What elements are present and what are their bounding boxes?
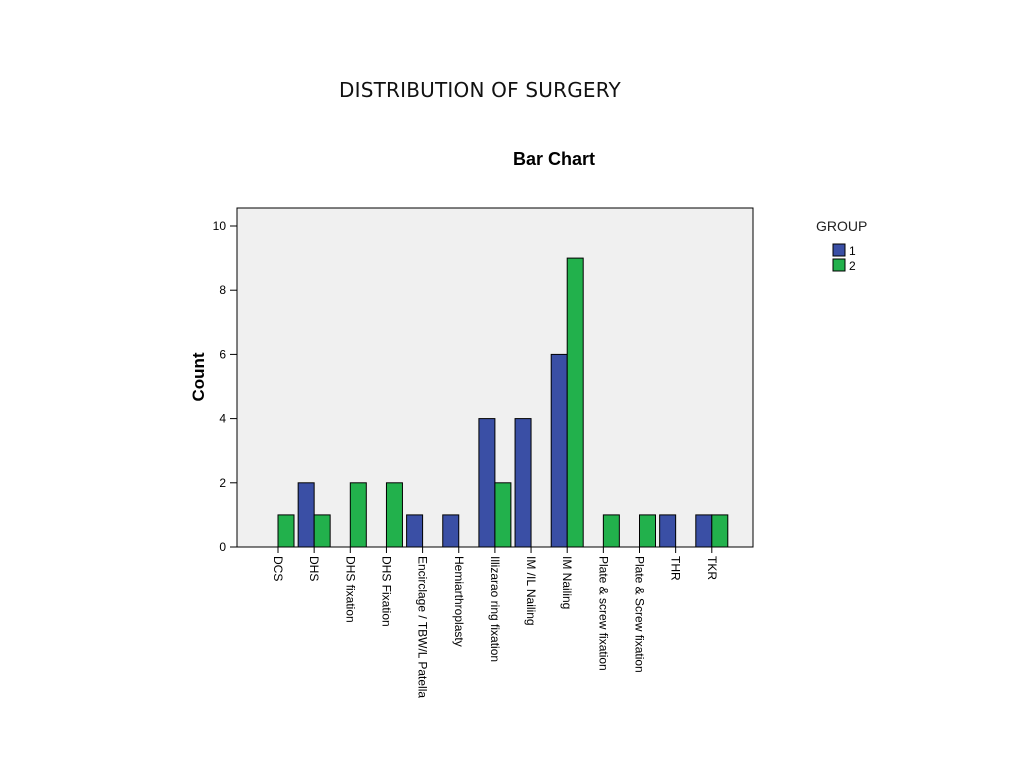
x-tick-label: Hemiarthroplasty (452, 556, 466, 647)
legend-label-group2: 2 (849, 259, 856, 273)
legend: GROUP 12 (816, 218, 867, 273)
x-tick-label: Illizarao ring fixation (488, 556, 502, 662)
y-tick-label: 8 (219, 283, 226, 297)
bar-group1 (550, 353, 568, 548)
bar-group1 (514, 418, 532, 548)
x-tick-label: IM /IL Nailing (524, 556, 538, 626)
bar-group2 (639, 514, 656, 548)
chart-title: Bar Chart (513, 149, 595, 169)
x-tick-label: TKR (705, 556, 719, 580)
bars (277, 257, 729, 548)
y-axis: 0 2 4 6 8 10 (213, 219, 237, 554)
y-tick-label: 6 (219, 347, 226, 361)
y-tick-label: 4 (219, 412, 226, 426)
y-tick-label: 10 (213, 219, 227, 233)
bar-group2 (313, 514, 331, 548)
x-tick-label: DCS (271, 556, 285, 581)
bar-group2 (711, 514, 729, 548)
x-tick-label: DHS (307, 556, 321, 581)
x-tick-label: Plate & Screw fixation (633, 556, 647, 673)
bar-group1 (442, 514, 460, 548)
bar-group2 (385, 482, 403, 548)
bar-group1 (659, 514, 677, 548)
bar-group1 (297, 482, 315, 548)
bar-group2 (494, 482, 512, 548)
legend-title: GROUP (816, 218, 867, 234)
x-axis: DCS DHS DHS fixation DHS Fixation Encirclage… (271, 547, 719, 698)
legend-swatch-group1 (832, 243, 846, 257)
bar-group2 (566, 257, 584, 548)
y-tick-label: 2 (219, 476, 226, 490)
x-tick-label: DHS fixation (343, 556, 357, 623)
bar-group1 (695, 514, 713, 548)
bar-group2 (277, 514, 295, 548)
bar-group1 (406, 514, 424, 548)
x-tick-label: Plate & screw fixation (596, 556, 610, 671)
bar-group1 (478, 418, 496, 548)
legend-swatch-group2 (832, 258, 846, 272)
slide-title: DISTRIBUTION OF SURGERY (339, 78, 621, 102)
y-tick-label: 0 (219, 540, 226, 554)
x-tick-label: THR (669, 556, 683, 581)
legend-label-group1: 1 (849, 244, 856, 258)
x-tick-label: Encirclage / TBW/L Patella (416, 556, 430, 698)
bar-group2 (602, 514, 620, 548)
x-tick-label: DHS Fixation (379, 556, 393, 627)
y-axis-label: Count (189, 352, 208, 401)
bar-group2 (349, 482, 367, 548)
x-tick-label: IM Nailing (560, 556, 574, 609)
